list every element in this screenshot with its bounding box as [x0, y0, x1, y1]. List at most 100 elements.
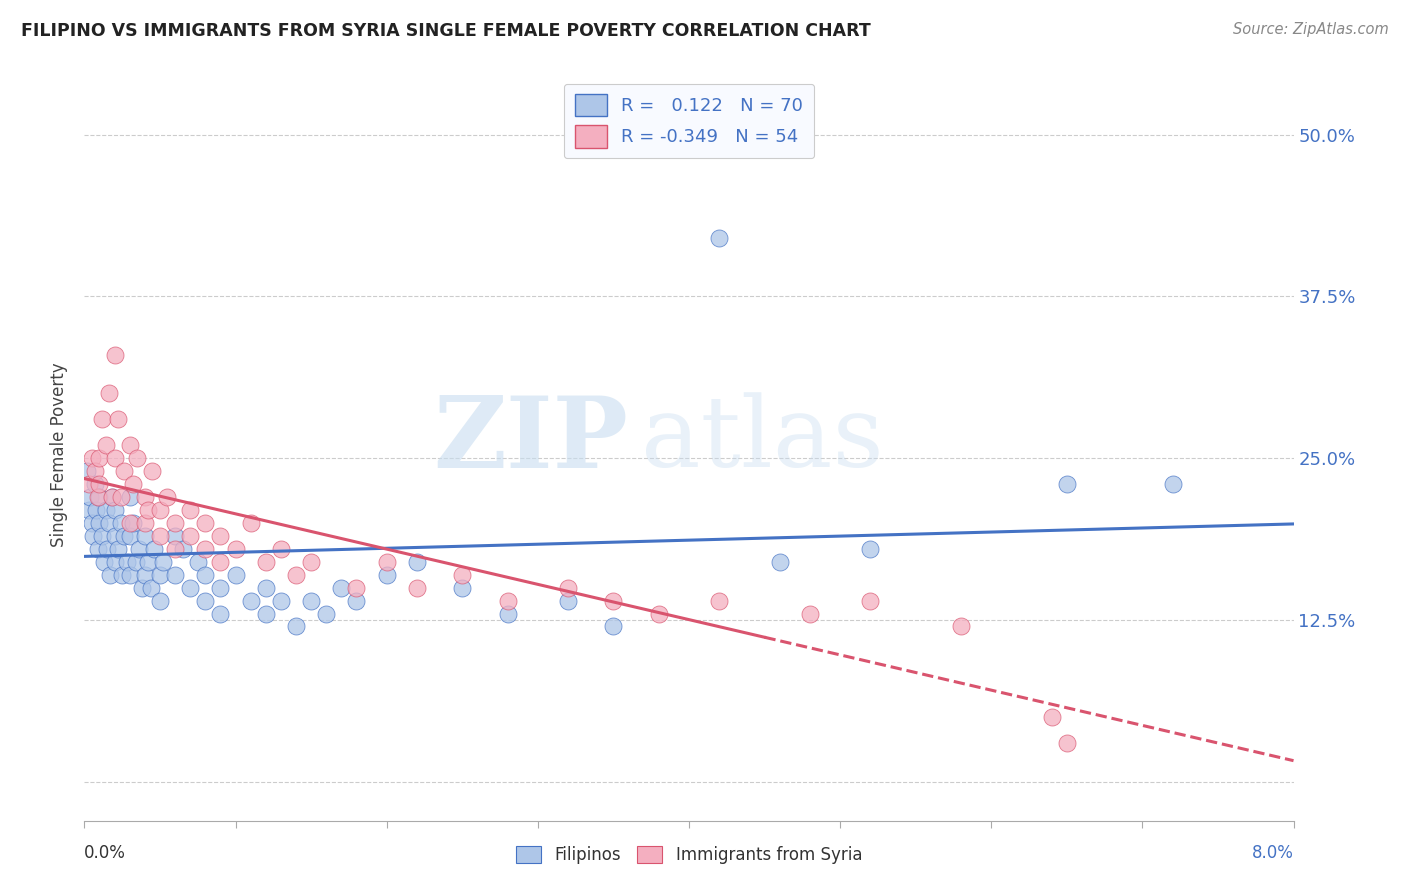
Point [1040, 710, 1063, 724]
Point [799, 607, 821, 621]
Point [107, 412, 129, 426]
Point [76, 464, 98, 478]
Point [112, 464, 135, 478]
Point [346, 593, 368, 607]
Point [110, 490, 132, 504]
Text: 0.0%: 0.0% [84, 844, 127, 862]
Point [165, 567, 187, 582]
Point [125, 555, 148, 569]
Point [86, 503, 108, 517]
Point [709, 593, 731, 607]
Point [346, 581, 368, 595]
Point [187, 555, 209, 569]
Point [118, 516, 141, 530]
Point [769, 555, 792, 569]
Point [80, 451, 103, 466]
Point [128, 541, 150, 556]
Point [149, 593, 172, 607]
Point [97, 516, 120, 530]
Legend: Filipinos, Immigrants from Syria: Filipinos, Immigrants from Syria [509, 839, 869, 871]
Point [121, 516, 143, 530]
Point [134, 490, 156, 504]
Point [406, 581, 429, 595]
Point [139, 581, 162, 595]
Point [209, 581, 232, 595]
Point [375, 567, 398, 582]
Point [165, 541, 187, 556]
Point [91, 412, 114, 426]
Point [93, 555, 115, 569]
Point [285, 619, 308, 633]
Point [152, 555, 174, 569]
Text: Source: ZipAtlas.com: Source: ZipAtlas.com [1233, 22, 1389, 37]
Point [89, 451, 111, 466]
Point [451, 581, 474, 595]
Point [557, 593, 579, 607]
Text: FILIPINO VS IMMIGRANTS FROM SYRIA SINGLE FEMALE POVERTY CORRELATION CHART: FILIPINO VS IMMIGRANTS FROM SYRIA SINGLE… [21, 22, 870, 40]
Point [330, 581, 353, 595]
Point [149, 567, 172, 582]
Point [254, 607, 277, 621]
Point [172, 541, 194, 556]
Point [136, 503, 159, 517]
Point [89, 477, 111, 491]
Point [111, 567, 134, 582]
Point [194, 593, 217, 607]
Point [209, 607, 232, 621]
Point [134, 529, 156, 543]
Point [87, 490, 110, 504]
Point [859, 593, 882, 607]
Point [194, 567, 217, 582]
Point [98, 567, 121, 582]
Point [104, 348, 127, 362]
Text: ZIP: ZIP [433, 392, 628, 489]
Point [84, 464, 107, 478]
Point [110, 516, 132, 530]
Y-axis label: Single Female Poverty: Single Female Poverty [51, 363, 69, 547]
Point [84, 477, 107, 491]
Point [80, 516, 103, 530]
Point [136, 555, 159, 569]
Point [709, 231, 731, 245]
Point [96, 541, 118, 556]
Point [239, 593, 262, 607]
Point [100, 490, 122, 504]
Point [496, 593, 519, 607]
Point [91, 529, 114, 543]
Point [194, 541, 217, 556]
Point [118, 438, 141, 452]
Point [134, 516, 156, 530]
Text: 8.0%: 8.0% [1251, 844, 1294, 862]
Point [285, 567, 308, 582]
Point [134, 567, 156, 582]
Point [142, 541, 165, 556]
Point [100, 490, 122, 504]
Point [1161, 477, 1184, 491]
Point [104, 503, 127, 517]
Point [179, 503, 201, 517]
Point [121, 477, 143, 491]
Point [1056, 736, 1078, 750]
Point [127, 451, 149, 466]
Point [209, 555, 232, 569]
Point [104, 451, 127, 466]
Point [270, 593, 292, 607]
Point [648, 607, 671, 621]
Point [225, 541, 247, 556]
Point [315, 607, 337, 621]
Point [104, 529, 127, 543]
Point [950, 619, 973, 633]
Point [107, 541, 129, 556]
Point [451, 567, 474, 582]
Point [87, 541, 110, 556]
Point [165, 529, 187, 543]
Point [112, 529, 135, 543]
Point [406, 555, 429, 569]
Point [77, 503, 100, 517]
Point [299, 555, 322, 569]
Point [149, 529, 172, 543]
Point [496, 607, 519, 621]
Point [179, 529, 201, 543]
Point [77, 477, 100, 491]
Point [131, 581, 153, 595]
